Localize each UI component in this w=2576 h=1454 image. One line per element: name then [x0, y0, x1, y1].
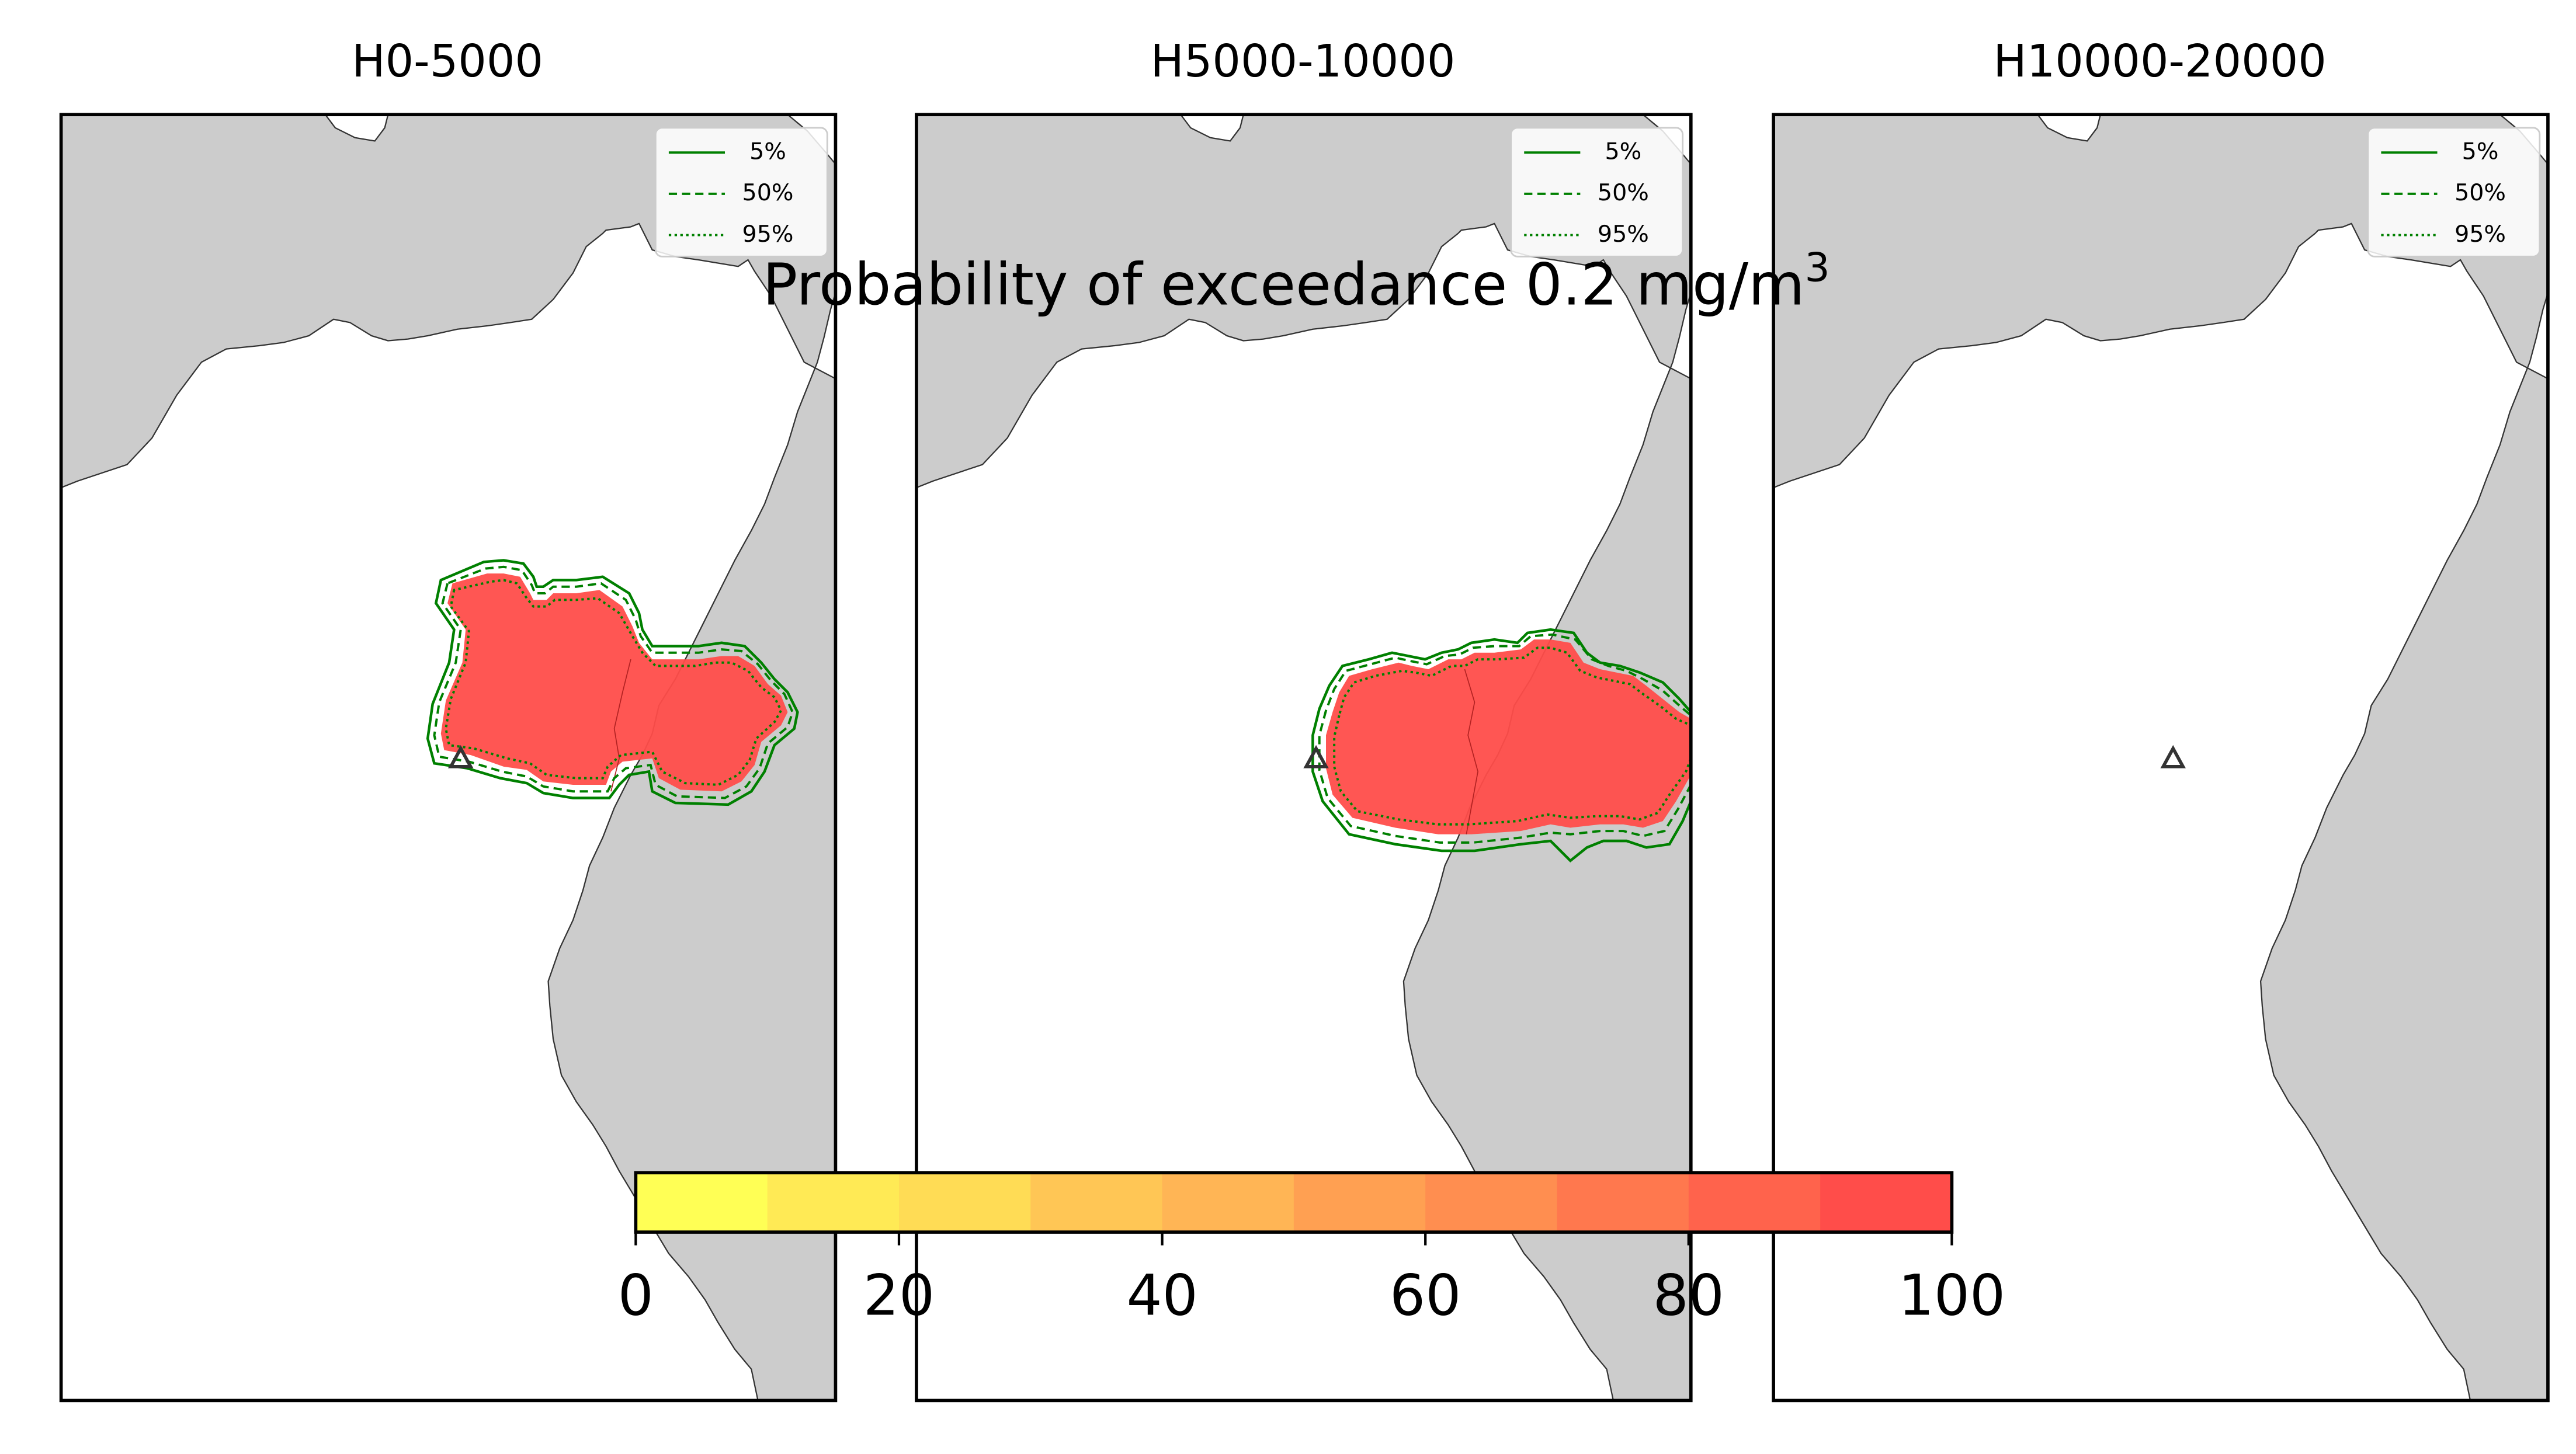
colorbar: 0 20 40 60 80 100 [618, 1171, 2005, 1328]
legend-label-5: 5% [749, 138, 786, 165]
panel-title: H0-5000 [352, 35, 543, 87]
legend-label-50: 50% [1598, 179, 1649, 206]
colorbar-tick-label: 100 [1898, 1262, 2005, 1328]
legend-label-50: 50% [2455, 179, 2506, 206]
legend-label-5: 5% [2462, 138, 2499, 165]
contour-legend: 5% 50% 95% [654, 126, 829, 258]
colorbar-bin-2 [898, 1173, 1032, 1233]
figure-title: Probability of exceedance 0.2 mg/m3 [763, 245, 1830, 319]
colorbar-bin-4 [1162, 1173, 1295, 1233]
legend-label-5: 5% [1605, 138, 1641, 165]
colorbar-bin-9 [1820, 1173, 1953, 1233]
colorbar-bin-5 [1293, 1173, 1426, 1233]
contour-legend: 5% 50% 95% [1509, 126, 1684, 258]
colorbar-tick-label: 60 [1390, 1262, 1461, 1328]
colorbar-bin-6 [1425, 1173, 1558, 1233]
colorbar-tick-label: 80 [1653, 1262, 1724, 1328]
contour-legend: 5% 50% 95% [2366, 126, 2541, 258]
colorbar-tick-label: 0 [618, 1262, 654, 1328]
plume-area [1311, 628, 1691, 863]
plume-area [426, 559, 799, 806]
colorbar-bin-7 [1557, 1173, 1690, 1233]
colorbar-tick-label: 20 [863, 1262, 935, 1328]
colorbar-bin-8 [1688, 1173, 1821, 1233]
colorbar-frame [634, 1171, 1954, 1234]
legend-label-50: 50% [742, 179, 794, 206]
colorbar-bin-0 [636, 1173, 769, 1233]
panel-h0-5000: 5% 50% 95% H0-5000 [59, 35, 838, 1403]
colorbar-bin-3 [1030, 1173, 1164, 1233]
legend-label-95: 95% [2455, 221, 2506, 248]
panel-title: H10000-20000 [1993, 35, 2326, 87]
legend-label-95: 95% [1598, 221, 1649, 248]
colorbar-tick-label: 40 [1126, 1262, 1197, 1328]
legend-label-95: 95% [742, 221, 794, 248]
colorbar-bin-1 [767, 1173, 900, 1233]
panel-title: H5000-10000 [1150, 35, 1455, 87]
